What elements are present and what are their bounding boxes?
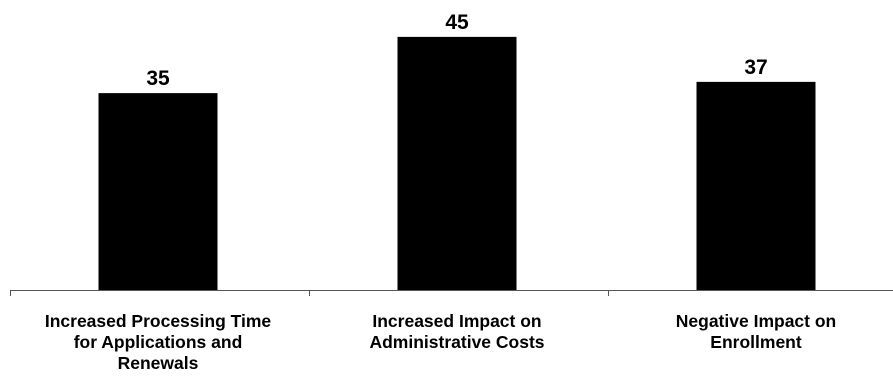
bar-value-label: 35 (146, 67, 170, 90)
bar (397, 36, 517, 290)
x-tick-label-line: for Applications and (74, 332, 243, 352)
x-tick-label: Increased Impact on Administrative Costs (369, 311, 544, 352)
value-labels-group: 35 45 37 (146, 11, 767, 90)
bars-group (98, 36, 816, 290)
bar-value-label: 45 (445, 11, 469, 34)
x-tick-label-line: Enrollment (710, 332, 802, 352)
x-axis (10, 290, 893, 296)
x-tick-label-line: Increased Impact on (372, 311, 541, 331)
x-tick-label-line: Increased Processing Time (45, 311, 272, 331)
x-tick-label: Negative Impact on Enrollment (676, 311, 836, 352)
x-tick-label-line: Negative Impact on (676, 311, 836, 331)
bar (98, 93, 218, 290)
bar (696, 81, 816, 290)
x-tick-label-line: Renewals (118, 353, 199, 373)
x-tick-label: Increased Processing Time for Application… (45, 311, 272, 373)
category-labels-group: Increased Processing Time for Application… (45, 311, 836, 373)
x-tick-label-line: Administrative Costs (369, 332, 544, 352)
bar-value-label: 37 (744, 56, 767, 79)
